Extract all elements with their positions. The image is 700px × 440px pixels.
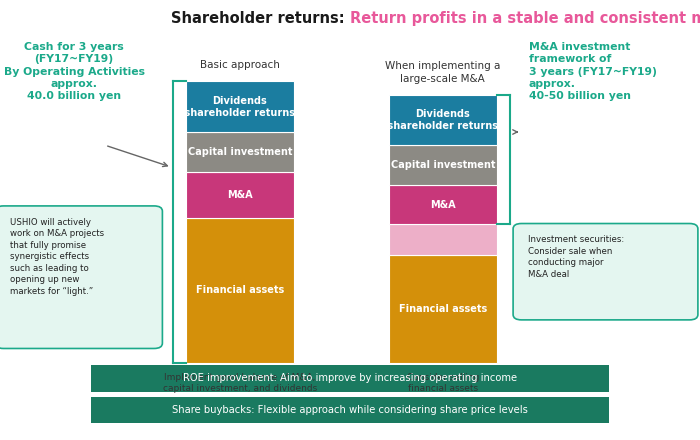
Text: M&A: M&A	[227, 190, 253, 200]
FancyBboxPatch shape	[91, 365, 609, 392]
Text: M&A: M&A	[430, 200, 456, 209]
FancyBboxPatch shape	[389, 224, 497, 255]
FancyBboxPatch shape	[389, 95, 497, 145]
Text: M&A investment
framework of
3 years (FY17~FY19)
approx.
40-50 billion yen: M&A investment framework of 3 years (FY1…	[528, 42, 657, 101]
FancyBboxPatch shape	[389, 145, 497, 185]
Text: Capital investment: Capital investment	[188, 147, 292, 157]
FancyBboxPatch shape	[186, 218, 294, 363]
FancyBboxPatch shape	[389, 185, 497, 224]
FancyBboxPatch shape	[389, 255, 497, 363]
Text: Share buybacks: Flexible approach while considering share price levels: Share buybacks: Flexible approach while …	[172, 405, 528, 415]
Text: Capital investment: Capital investment	[391, 160, 495, 170]
FancyBboxPatch shape	[186, 172, 294, 218]
Text: Dividends
(shareholder returns): Dividends (shareholder returns)	[383, 109, 503, 131]
Text: Dividends
(shareholder returns): Dividends (shareholder returns)	[180, 95, 300, 118]
Text: Investment securities:
Consider sale when
conducting major
M&A deal: Investment securities: Consider sale whe…	[528, 235, 624, 279]
Text: Shareholder returns:: Shareholder returns:	[172, 11, 350, 26]
Text: Financial assets: Financial assets	[195, 286, 284, 295]
Text: ROE improvement: Aim to improve by increasing operating income: ROE improvement: Aim to improve by incre…	[183, 374, 517, 383]
Text: Return profits in a stable and consistent manner: Return profits in a stable and consisten…	[350, 11, 700, 26]
Text: USHIO will actively
work on M&A projects
that fully promise
synergistic effects
: USHIO will actively work on M&A projects…	[10, 218, 104, 296]
FancyBboxPatch shape	[0, 206, 162, 348]
Text: When implementing a
large-scale M&A: When implementing a large-scale M&A	[385, 61, 500, 84]
Text: Financial assets: Financial assets	[398, 304, 487, 314]
Text: Basic approach: Basic approach	[199, 60, 280, 70]
Text: Consider selling
financial assets: Consider selling financial assets	[407, 373, 479, 393]
FancyBboxPatch shape	[186, 81, 294, 132]
Text: Implement good balance of M&A,
capital investment, and dividends: Implement good balance of M&A, capital i…	[162, 373, 317, 393]
Text: Cash for 3 years
(FY17~FY19)
By Operating Activities
approx.
40.0 billion yen: Cash for 3 years (FY17~FY19) By Operatin…	[4, 42, 144, 101]
FancyBboxPatch shape	[186, 132, 294, 172]
FancyBboxPatch shape	[513, 224, 698, 320]
FancyBboxPatch shape	[91, 397, 609, 423]
